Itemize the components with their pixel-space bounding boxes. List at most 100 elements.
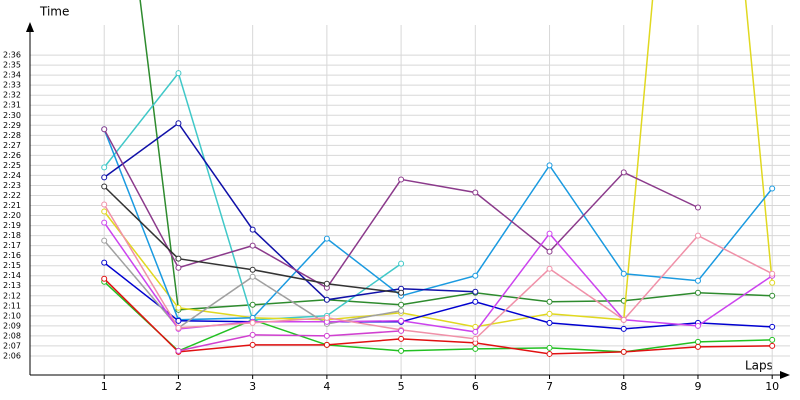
point [694,289,701,296]
point [546,248,553,255]
point [546,162,553,169]
point [769,336,776,343]
y-tick-label: 2:33 [3,81,21,90]
point [398,176,405,183]
x-arrow [780,371,790,379]
point [694,277,701,284]
y-tick-label: 2:20 [3,211,21,220]
point [694,338,701,345]
series-line [103,204,773,340]
point [175,70,182,77]
series-line [103,281,773,353]
point [249,319,256,326]
plot-area [101,0,776,357]
point [694,322,701,329]
series-line [178,330,402,352]
y-tick-label: 2:12 [3,291,21,300]
x-tick-label: 6 [472,380,479,393]
x-tick-label: 10 [765,380,779,393]
point [101,275,108,282]
x-tick-label: 4 [323,380,330,393]
point [769,292,776,299]
y-tick-label: 2:22 [3,191,21,200]
point [249,301,256,308]
point [101,259,108,266]
point [101,237,108,244]
y-tick-label: 2:23 [3,181,21,190]
y-tick-label: 2:13 [3,281,21,290]
point [620,169,627,176]
point [175,255,182,262]
point [620,325,627,332]
x-tick-label: 9 [694,380,701,393]
point [398,327,405,334]
point [620,348,627,355]
point [769,279,776,286]
y-arrow [26,22,34,32]
x-axis-label: Laps [745,359,773,373]
point [323,296,330,303]
y-tick-label: 2:35 [3,61,21,70]
y-tick-label: 2:24 [3,171,21,180]
point [175,120,182,127]
y-tick-label: 2:14 [3,271,21,280]
point [694,232,701,239]
point [249,341,256,348]
point [398,347,405,354]
point [101,201,108,208]
y-tick-label: 2:17 [3,241,21,250]
point [323,332,330,339]
point [101,174,108,181]
point [101,126,108,133]
y-tick-label: 2:18 [3,231,21,240]
point [398,301,405,308]
point [249,242,256,249]
point [398,335,405,342]
y-tick-label: 2:29 [3,121,21,130]
point [175,304,182,311]
point [175,317,182,324]
point [101,183,108,190]
y-axis-label: Time [39,5,69,19]
y-tick-label: 2:31 [3,101,21,110]
y-tick-label: 2:30 [3,111,21,120]
point [175,324,182,331]
point [769,342,776,349]
y-tick-label: 2:06 [3,351,21,360]
y-tick-label: 2:32 [3,91,21,100]
point [546,310,553,317]
series-line [139,0,773,311]
point [249,266,256,273]
point [620,316,627,323]
point [472,298,479,305]
point [769,323,776,330]
point [472,272,479,279]
point [694,343,701,350]
point [546,230,553,237]
point [472,288,479,295]
point [694,204,701,211]
point [398,289,405,296]
point [546,350,553,357]
point [472,328,479,335]
point [175,264,182,271]
point [769,185,776,192]
x-tick-label: 8 [620,380,627,393]
point [472,335,479,342]
point [101,219,108,226]
y-tick-label: 2:07 [3,341,21,350]
point [323,314,330,321]
y-tick-label: 2:16 [3,251,21,260]
point [472,189,479,196]
point [101,164,108,171]
point [546,344,553,351]
y-tick-label: 2:15 [3,261,21,270]
y-tick-label: 2:19 [3,221,21,230]
x-tick-label: 7 [546,380,553,393]
point [546,319,553,326]
series-line [103,278,773,355]
point [175,347,182,354]
x-tick-label: 2 [175,380,182,393]
point [546,298,553,305]
